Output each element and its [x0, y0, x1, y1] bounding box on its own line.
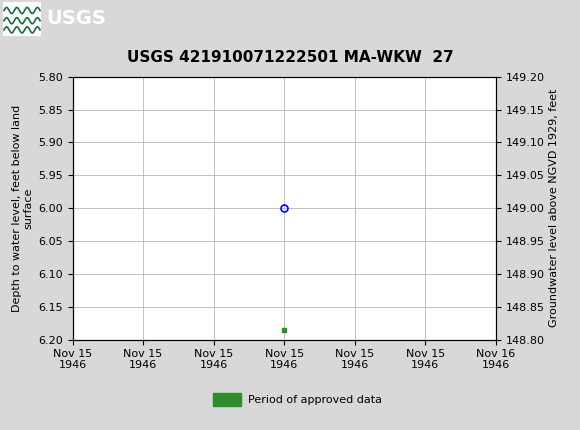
Y-axis label: Groundwater level above NGVD 1929, feet: Groundwater level above NGVD 1929, feet — [549, 89, 559, 327]
Bar — [213, 393, 241, 406]
Text: USGS 421910071222501 MA-WKW  27: USGS 421910071222501 MA-WKW 27 — [126, 50, 454, 65]
Bar — [3, 2, 41, 36]
Y-axis label: Depth to water level, feet below land
surface: Depth to water level, feet below land su… — [12, 104, 34, 312]
Text: USGS: USGS — [46, 9, 106, 28]
Text: Period of approved data: Period of approved data — [248, 395, 382, 405]
